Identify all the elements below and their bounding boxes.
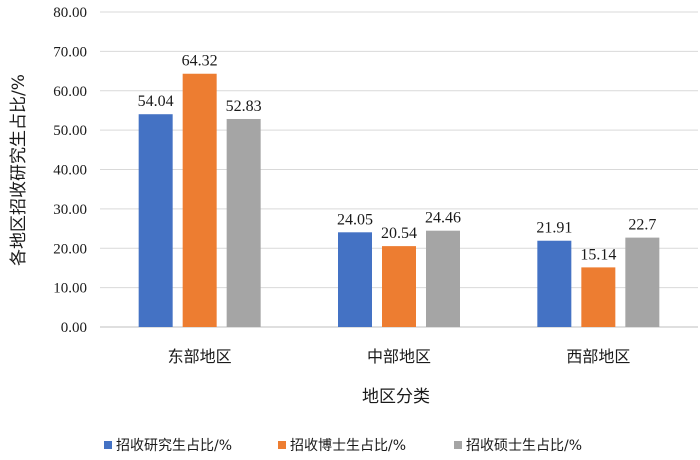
y-tick-label: 0.00 — [61, 320, 87, 336]
legend: 招收研究生占比/% 招收博士生占比/% 招收硕士生占比/% — [104, 437, 582, 454]
bar — [537, 240, 572, 327]
legend-item: 招收研究生占比/% — [104, 438, 232, 454]
y-axis-ticks: 0.00 10.00 20.00 30.00 40.00 50.00 60.00 70.00 8… — [53, 5, 87, 336]
y-tick-label: 40.00 — [53, 163, 87, 179]
data-label: 52.83 — [226, 98, 262, 115]
y-tick-label: 20.00 — [53, 241, 87, 257]
data-label: 64.32 — [182, 53, 218, 70]
data-label: 15.14 — [580, 246, 616, 263]
x-axis-title: 地区分类 — [362, 387, 430, 407]
data-label: 24.05 — [337, 211, 373, 228]
bar — [182, 73, 217, 328]
bars — [138, 73, 660, 328]
bar — [426, 230, 460, 327]
x-category-label: 西部地区 — [566, 347, 630, 366]
y-tick-label: 60.00 — [53, 84, 87, 100]
legend-swatch — [104, 441, 112, 449]
bar — [382, 246, 416, 327]
legend-swatch — [454, 441, 462, 449]
legend-label: 招收硕士生占比/% — [466, 438, 582, 454]
y-tick-label: 70.00 — [53, 44, 87, 60]
bar — [625, 237, 660, 327]
legend-item: 招收博士生占比/% — [278, 437, 406, 454]
legend-swatch — [278, 441, 286, 449]
bar — [338, 232, 372, 327]
legend-label: 招收博士生占比/% — [290, 437, 406, 454]
bar — [226, 118, 261, 327]
data-label: 20.54 — [381, 225, 417, 242]
x-category-label: 东部地区 — [168, 347, 232, 366]
bar — [581, 267, 616, 327]
legend-label: 招收研究生占比/% — [116, 438, 232, 454]
bar — [138, 114, 173, 327]
y-tick-label: 10.00 — [53, 281, 87, 297]
y-tick-label: 80.00 — [53, 5, 87, 21]
data-label: 22.7 — [628, 217, 656, 234]
x-category-label: 中部地区 — [367, 347, 431, 366]
y-tick-label: 30.00 — [53, 202, 87, 218]
y-tick-label: 50.00 — [53, 123, 87, 139]
data-label: 54.04 — [138, 93, 174, 110]
data-labels: 54.04 64.32 52.83 24.05 20.54 24.46 21.91 15.14… — [138, 53, 657, 264]
y-axis-title: 各地区招收研究生占比/% — [9, 74, 29, 266]
data-label: 24.46 — [425, 210, 461, 227]
x-axis-categories: 东部地区 中部地区 西部地区 — [168, 347, 631, 366]
legend-item: 招收硕士生占比/% — [454, 438, 582, 454]
data-label: 21.91 — [536, 220, 572, 237]
